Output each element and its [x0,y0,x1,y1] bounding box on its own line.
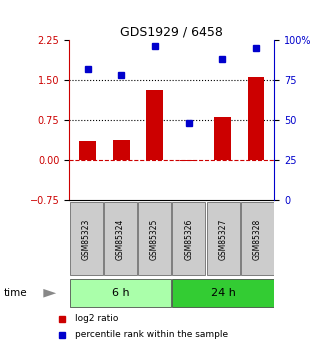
Bar [70,279,171,307]
Bar [172,203,205,275]
Text: GSM85324: GSM85324 [116,218,125,259]
Polygon shape [43,289,56,297]
Bar [172,279,274,307]
Text: percentile rank within the sample: percentile rank within the sample [75,331,228,339]
Text: 24 h: 24 h [211,288,236,298]
Text: GSM85327: GSM85327 [219,218,228,259]
Bar [247,77,265,160]
Bar [104,203,137,275]
Text: GSM85323: GSM85323 [82,218,91,259]
Text: time: time [3,288,27,298]
Bar [146,90,163,160]
Text: log2 ratio: log2 ratio [75,314,118,323]
Text: GSM85325: GSM85325 [150,218,159,259]
Text: GSM85326: GSM85326 [184,218,193,259]
Bar [207,203,239,275]
Title: GDS1929 / 6458: GDS1929 / 6458 [120,26,223,39]
Bar [113,140,130,160]
Bar [180,160,197,161]
Bar [138,203,171,275]
Bar [214,117,231,160]
Bar [79,141,96,160]
Text: 6 h: 6 h [112,288,129,298]
Bar [70,203,103,275]
Bar [241,203,274,275]
Text: GSM85328: GSM85328 [253,218,262,259]
